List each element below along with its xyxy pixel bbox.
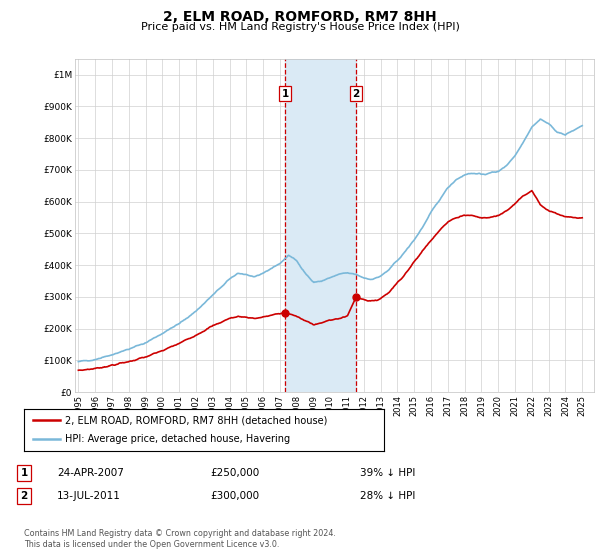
- Text: Contains HM Land Registry data © Crown copyright and database right 2024.
This d: Contains HM Land Registry data © Crown c…: [24, 529, 336, 549]
- Text: 2, ELM ROAD, ROMFORD, RM7 8HH: 2, ELM ROAD, ROMFORD, RM7 8HH: [163, 10, 437, 24]
- Text: 39% ↓ HPI: 39% ↓ HPI: [360, 468, 415, 478]
- Text: 1: 1: [281, 89, 289, 99]
- Text: £300,000: £300,000: [210, 491, 259, 501]
- Text: 28% ↓ HPI: 28% ↓ HPI: [360, 491, 415, 501]
- Text: 2: 2: [353, 89, 360, 99]
- Text: HPI: Average price, detached house, Havering: HPI: Average price, detached house, Have…: [65, 435, 290, 445]
- Bar: [285, 59, 356, 392]
- Text: 2: 2: [20, 491, 28, 501]
- Text: Price paid vs. HM Land Registry's House Price Index (HPI): Price paid vs. HM Land Registry's House …: [140, 22, 460, 32]
- Text: 2, ELM ROAD, ROMFORD, RM7 8HH (detached house): 2, ELM ROAD, ROMFORD, RM7 8HH (detached …: [65, 415, 328, 425]
- Text: 13-JUL-2011: 13-JUL-2011: [57, 491, 121, 501]
- Text: 24-APR-2007: 24-APR-2007: [57, 468, 124, 478]
- Text: £250,000: £250,000: [210, 468, 259, 478]
- Text: 1: 1: [20, 468, 28, 478]
